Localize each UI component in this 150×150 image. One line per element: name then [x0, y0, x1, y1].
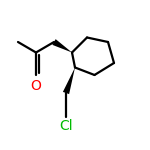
- Polygon shape: [52, 39, 72, 52]
- Text: Cl: Cl: [59, 118, 73, 132]
- Text: O: O: [31, 80, 41, 93]
- Polygon shape: [63, 68, 75, 94]
